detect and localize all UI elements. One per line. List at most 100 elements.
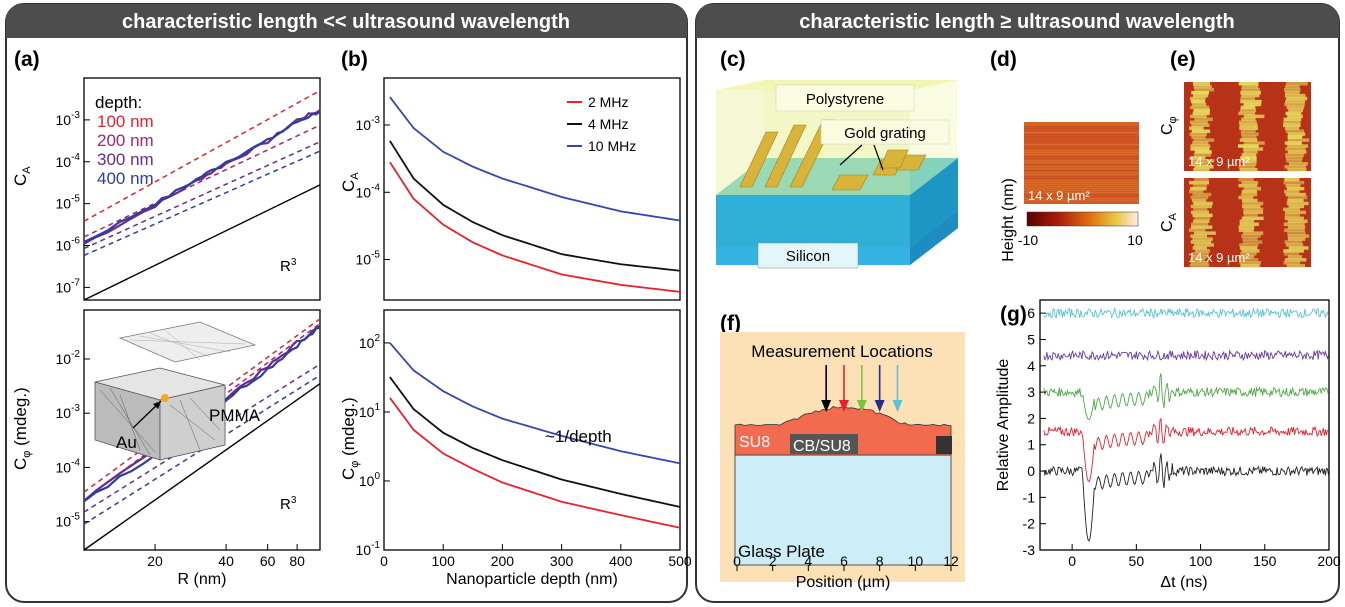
series-line-a-top-3 bbox=[83, 150, 321, 257]
annotation-b-depth: ~1/depth bbox=[545, 427, 612, 446]
chart-g: -3 -2 -1 0 1 2 3 4 5 6 0 50 100 150 200 Relative Ampl… bbox=[995, 299, 1341, 591]
label-cb-su8: CB/SU8 bbox=[793, 438, 851, 455]
panel-label-f: (f) bbox=[720, 312, 741, 335]
series-line-b-bottom-2 bbox=[389, 342, 681, 465]
area-label-e-top: 14 x 9 µm² bbox=[1188, 154, 1250, 169]
xlabel-g: Δt (ns) bbox=[1160, 574, 1207, 591]
glass-plate bbox=[734, 454, 952, 566]
measurement-arrow bbox=[839, 400, 849, 412]
ytick-label: -2 bbox=[1023, 516, 1036, 532]
measurement-arrow bbox=[892, 400, 903, 412]
xlabel-a: R (nm) bbox=[178, 571, 227, 588]
chart-a-bottom: PMMA Au R3 Cφ (mdeg.) 10-510-410-310-2 2… bbox=[11, 309, 321, 588]
xtick-label: 60 bbox=[260, 553, 276, 569]
xtick-label: 8 bbox=[876, 553, 884, 569]
axes-g bbox=[1039, 299, 1330, 551]
panel-label-d: (d) bbox=[990, 48, 1017, 71]
label-su8: SU8 bbox=[739, 434, 770, 451]
xlabel-f: Position (µm) bbox=[796, 574, 891, 591]
ylabel-d: Height (nm) bbox=[1000, 178, 1017, 262]
xticks-a-bottom: 20 40 60 80 bbox=[147, 544, 305, 569]
legend-title-a: depth: bbox=[95, 93, 142, 112]
ytick-label: 4 bbox=[1027, 358, 1035, 374]
ytick-label: 6 bbox=[1027, 305, 1035, 321]
yticks-a-bottom: 10-510-410-310-2 bbox=[56, 349, 90, 530]
schematic-c: Polystyrene Gold grating Silicon bbox=[716, 80, 958, 269]
measurement-arrows bbox=[821, 365, 903, 412]
measurement-arrow bbox=[874, 400, 885, 412]
ylabel-g: Relative Amplitude bbox=[995, 359, 1012, 492]
colorbar-d bbox=[1026, 211, 1139, 227]
plot-b-top bbox=[389, 96, 681, 293]
ytick-label: 2 bbox=[1027, 410, 1035, 426]
afm-map-d: 14 x 9 µm² Height (nm) -10 10 bbox=[1000, 122, 1143, 262]
ytick-label: 5 bbox=[1027, 331, 1035, 347]
measurement-arrow bbox=[856, 400, 867, 412]
panel-label-c: (c) bbox=[720, 48, 746, 71]
cb-su8-block bbox=[790, 434, 858, 454]
series-line-b-bottom-0 bbox=[389, 397, 681, 529]
ylabel-a-bottom: Cφ (mdeg.) bbox=[11, 387, 33, 470]
title-f: Measurement Locations bbox=[751, 342, 932, 361]
xlabel-b: Nanoparticle depth (nm) bbox=[446, 571, 618, 588]
right-header-bar bbox=[696, 4, 1339, 38]
label-gold-grating: Gold grating bbox=[844, 125, 926, 142]
plot-a-top bbox=[83, 89, 321, 301]
series-line-b-bottom-1 bbox=[389, 376, 681, 508]
legend-b-top: 2 MHz 4 MHz 10 MHz bbox=[567, 94, 636, 154]
xtick-label: 12 bbox=[943, 553, 959, 569]
trace-red bbox=[1043, 417, 1329, 483]
inset-label-au: Au bbox=[116, 433, 137, 452]
legend-a-400nm: 400 nm bbox=[97, 169, 154, 188]
axes-a-top bbox=[83, 77, 321, 301]
xtick-label: 0 bbox=[1068, 553, 1076, 569]
xtick-label: 400 bbox=[609, 553, 633, 569]
measurement-arrow bbox=[821, 400, 832, 412]
xtick-label: 20 bbox=[147, 553, 163, 569]
xtick-label: 150 bbox=[1253, 553, 1277, 569]
pmma-inset: PMMA Au bbox=[94, 321, 261, 461]
plot-g bbox=[1043, 306, 1329, 542]
cbar-min: -10 bbox=[1018, 232, 1038, 248]
axes-b-top bbox=[383, 77, 681, 301]
label-glass: Glass Plate bbox=[738, 542, 825, 561]
ylabel-b-bottom: Cφ (mdeg.) bbox=[339, 397, 361, 480]
xtick-label: 200 bbox=[491, 553, 515, 569]
axes-b-bottom bbox=[383, 309, 681, 551]
xtick-label: 100 bbox=[432, 553, 456, 569]
ytick-label: -3 bbox=[1023, 542, 1036, 558]
inset-label-pmma: PMMA bbox=[209, 406, 261, 425]
ytick-label: 3 bbox=[1027, 384, 1035, 400]
xticks-b-bottom: 0 100 200 300 400 500 bbox=[380, 544, 692, 569]
series-line-a-top-1 bbox=[83, 124, 321, 238]
series-line-b-top-2 bbox=[389, 96, 681, 222]
legend-b-10mhz: 10 MHz bbox=[588, 138, 636, 154]
axes-a-bottom bbox=[83, 309, 321, 551]
label-silicon: Silicon bbox=[786, 248, 830, 265]
panel-label-a: (a) bbox=[14, 48, 40, 71]
xtick-label: 0 bbox=[380, 553, 388, 569]
ytick-label: 0 bbox=[1027, 463, 1035, 479]
ytick-label: 1 bbox=[1027, 437, 1035, 453]
area-label-e-bottom: 14 x 9 µm² bbox=[1188, 250, 1250, 265]
legend-a-300nm: 300 nm bbox=[97, 150, 154, 169]
xtick-label: 300 bbox=[550, 553, 574, 569]
legend-a-100nm: 100 nm bbox=[97, 112, 154, 131]
legend-b-2mhz: 2 MHz bbox=[588, 94, 628, 110]
xtick-label: 2 bbox=[769, 553, 777, 569]
series-line-a-bottom-6 bbox=[83, 383, 321, 551]
series-line-a-top-6 bbox=[83, 184, 321, 301]
legend-a-200nm: 200 nm bbox=[97, 131, 154, 150]
xtick-label: 500 bbox=[668, 553, 692, 569]
series-line-b-top-0 bbox=[389, 161, 681, 293]
xtick-label: 4 bbox=[804, 553, 812, 569]
panel-label-b: (b) bbox=[341, 48, 368, 71]
left-panel-title: characteristic length << ultrasound wave… bbox=[122, 11, 570, 33]
trace-black bbox=[1043, 453, 1329, 542]
cross-section-f: Measurement Locations SU8 CB/SU8 Glass P… bbox=[720, 332, 965, 591]
series-line-b-top-1 bbox=[389, 140, 681, 272]
trace-purple bbox=[1043, 349, 1329, 362]
series-line-a-top-4 bbox=[83, 109, 321, 245]
right-panel-title: characteristic length ≥ ultrasound wavel… bbox=[799, 11, 1235, 33]
